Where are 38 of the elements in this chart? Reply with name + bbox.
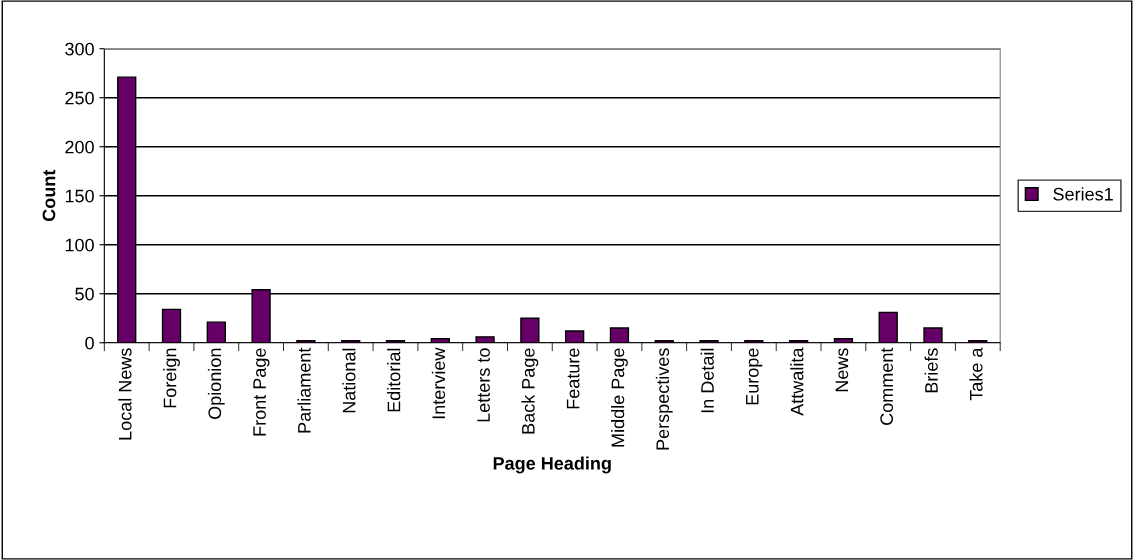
bar [609,327,630,343]
y-tick-label: 200 [65,140,94,154]
x-tick-label: Interview [431,347,446,419]
x-tick-label: Opionion [207,348,225,419]
x-tick-label: National [342,348,356,413]
x-tick-label: Front Page [253,348,270,436]
x-tick-label: Parliament [297,347,311,433]
x-tick-label: Foreign [163,348,180,408]
y-axis-title: Count [42,169,56,222]
bar [878,311,898,343]
bar [923,327,943,343]
x-tick-label: Comment [880,347,894,425]
x-tick-label: Back Page [521,348,539,434]
x-axis-title: Page Heading [493,456,611,474]
x-tick-label: Letters to [477,348,490,422]
x-tick-label: Take a [969,347,983,401]
y-tick-label: 50 [75,287,94,301]
legend-label: Series1 [1053,187,1113,201]
x-tick-label: Feature [566,348,580,409]
bar [206,321,226,343]
x-tick-label: Local News [118,348,132,440]
y-tick-label: 100 [65,238,94,252]
y-tick-label: 300 [65,42,94,56]
bar [161,308,182,343]
x-tick-label: Perspectives [655,348,673,450]
bar [565,330,585,343]
x-tick-label: Editorial [387,348,401,412]
bar [475,336,495,343]
x-tick-label: News [835,348,849,392]
x-tick-label: Europe [746,348,763,405]
y-tick-label: 0 [85,336,94,350]
y-tick-label: 250 [65,91,94,105]
bar [520,317,540,343]
x-tick-label: Briefs [924,348,938,393]
x-tick-label: Middle Page [611,348,628,447]
y-tick-label: 150 [65,189,94,203]
x-tick-label: Attwalita [790,347,804,416]
x-tick-label: In Detail [700,348,714,413]
